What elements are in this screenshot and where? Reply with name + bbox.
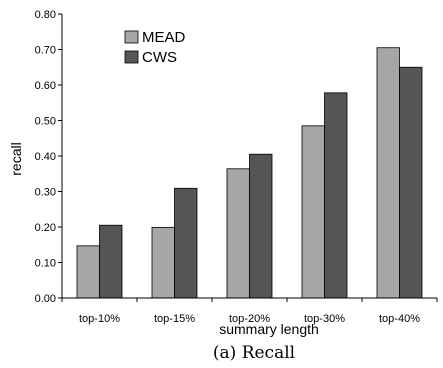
y-axis-title: recall	[8, 142, 24, 175]
x-tick-label: top-30%	[304, 313, 345, 325]
y-tick-label: 0.30	[35, 187, 56, 199]
bar-mead-top-40pct	[376, 47, 400, 299]
x-tick-label: top-40%	[379, 313, 420, 325]
bar-mead-top-10pct	[76, 245, 100, 299]
bar-cws-top-40pct	[399, 66, 423, 299]
y-tick-label: 0.80	[35, 9, 56, 21]
bar-cws-top-15pct	[174, 187, 198, 299]
x-ticks-group: top-10% top-15% top-20% top-30% top-40%	[61, 298, 438, 325]
legend-swatch-cws	[124, 50, 139, 64]
x-axis-title: summary length	[219, 321, 319, 337]
legend-label-cws: CWS	[142, 49, 177, 66]
y-tick-label: 0.60	[35, 80, 56, 92]
chart-caption: (a) Recall	[213, 343, 295, 363]
y-tick-label: 0.50	[35, 116, 56, 128]
x-tick-label: top-15%	[154, 313, 195, 325]
bar-cws-top-10pct	[99, 224, 123, 299]
y-tick-label: 0.00	[35, 293, 56, 305]
y-tick-label: 0.10	[35, 258, 56, 270]
x-tick-label: top-20%	[229, 313, 270, 325]
x-tick-label: top-10%	[79, 313, 120, 325]
legend-swatch-mead	[124, 30, 139, 44]
legend: MEAD CWS	[124, 29, 186, 66]
bars-group	[76, 47, 423, 299]
bar-cws-top-30pct	[324, 92, 348, 299]
y-ticks-group: 0.00 0.10 0.20 0.30 0.40 0.50 0.60 0.70 0.80	[35, 9, 62, 305]
y-tick-label: 0.40	[35, 151, 56, 163]
y-tick-label: 0.20	[35, 222, 56, 234]
legend-label-mead: MEAD	[142, 29, 186, 46]
bar-cws-top-20pct	[249, 153, 273, 299]
y-tick-label: 0.70	[35, 45, 56, 57]
bar-mead-top-30pct	[301, 125, 325, 299]
bar-mead-top-15pct	[151, 226, 175, 299]
bar-mead-top-20pct	[226, 168, 250, 299]
